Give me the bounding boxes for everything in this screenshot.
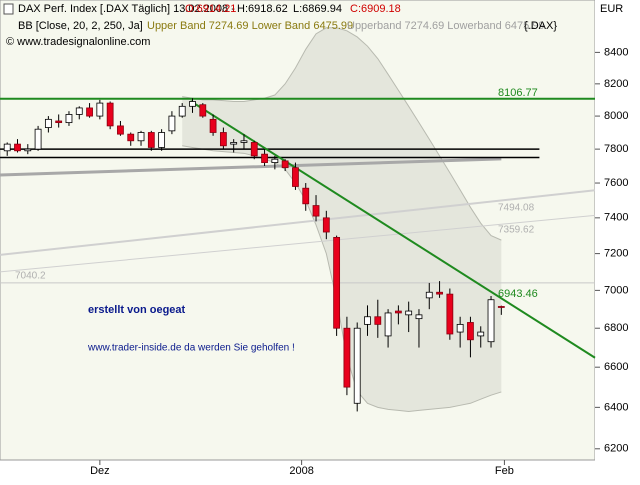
annotation: 7494.08 (498, 203, 535, 214)
candle-body (86, 107, 93, 117)
candle-body (14, 143, 21, 152)
candle-body (477, 331, 485, 337)
candle-body (415, 314, 423, 320)
candle-body (487, 299, 495, 343)
candle-body (467, 322, 474, 341)
annotation: 6943.46 (498, 288, 538, 300)
candle-body (158, 132, 166, 148)
candle-body (456, 323, 464, 333)
candle-body (353, 327, 361, 404)
indicator-bands-gray: Upperband 7274.69 Lowerband 6475.99 (347, 20, 545, 32)
chart-title: DAX Perf. Index [.DAX Täglich] 13.02.200… (18, 3, 235, 15)
y-axis-area (595, 0, 640, 480)
indicator: BB [Close, 20, 2, 250, Ja] (18, 20, 143, 32)
candle-body (240, 140, 248, 143)
candle-body (425, 291, 433, 299)
indicator-symbol: {.DAX} (524, 20, 557, 32)
annotation: 8106.77 (498, 87, 538, 99)
candle-body (302, 187, 310, 205)
annotation: 7359.62 (498, 225, 535, 236)
lower-band (182, 145, 502, 412)
y-tick-label: 7200 (604, 248, 628, 260)
candle-body (55, 120, 63, 124)
candle-body (312, 205, 320, 217)
y-tick-label: 6400 (604, 401, 628, 413)
candle-body (65, 114, 73, 124)
icon (3, 3, 14, 15)
y-tick-label: 7400 (604, 212, 628, 224)
candle-body (281, 160, 289, 169)
candle-body (384, 312, 392, 337)
candle-body (436, 291, 443, 295)
y-tick-label: 6600 (604, 361, 628, 373)
indicator-bands: Upper Band 7274.69 Lower Band 6475.99 (147, 20, 353, 32)
line (0, 157, 502, 177)
quote: O:6914.21 (185, 3, 236, 15)
candle-body (374, 316, 382, 325)
candle-body (127, 133, 135, 142)
y-tick-label: 7800 (604, 143, 628, 155)
candle-body (75, 107, 83, 115)
candle-body (394, 310, 402, 314)
candle-body (117, 125, 124, 135)
candle-body (137, 132, 145, 142)
candle-body (209, 118, 217, 133)
y-tick-label: 8000 (604, 110, 628, 122)
candle-body (497, 306, 505, 308)
line (0, 189, 596, 256)
annotation: www.trader-inside.de da werden Sie gehol… (87, 343, 295, 354)
candle-body (250, 142, 258, 157)
candle-body (364, 316, 371, 325)
candle-body (168, 115, 176, 132)
candle-body (446, 293, 454, 335)
candle-body (292, 167, 299, 187)
candle-body (261, 153, 268, 163)
line (189, 100, 596, 359)
quote: C:6909.18 (350, 3, 401, 15)
y-tick-label: 6800 (604, 322, 628, 334)
annotation: erstellt von oegeat (88, 304, 186, 316)
candle-body (96, 102, 104, 117)
candle-body (199, 104, 207, 117)
x-tick-label: Feb (495, 465, 514, 477)
y-tick-label: 8200 (604, 78, 628, 90)
candle-body (219, 132, 227, 147)
content (0, 27, 596, 412)
quote: H:6918.62 (237, 3, 288, 15)
y-tick-label: 6200 (604, 443, 628, 455)
candle-body (405, 310, 413, 316)
candle-body (333, 236, 341, 329)
candle-body (271, 158, 279, 163)
candle-body (3, 143, 11, 152)
y-tick-label: 7000 (604, 284, 628, 296)
line (0, 214, 596, 273)
candle-body (343, 327, 351, 388)
candle-body (106, 102, 114, 127)
candle-body (24, 148, 32, 152)
x-tick-label: 2008 (289, 465, 313, 477)
candle-body (34, 128, 42, 150)
currency: EUR (600, 3, 623, 15)
candle-body (230, 142, 238, 145)
candle-body (189, 101, 196, 107)
y-tick-label: 8400 (604, 46, 628, 58)
candle-body (44, 118, 52, 128)
candle-body (322, 217, 330, 233)
candle-body (178, 105, 186, 117)
upper-band (182, 27, 502, 241)
y-tick-label: 7600 (604, 177, 628, 189)
copyright: © www.tradesignalonline.com (6, 36, 150, 48)
x-tick-label: Dez (90, 465, 110, 477)
annotation: 7040.2 (15, 271, 46, 282)
quote: L:6869.94 (293, 3, 342, 15)
candle-body (147, 132, 155, 148)
